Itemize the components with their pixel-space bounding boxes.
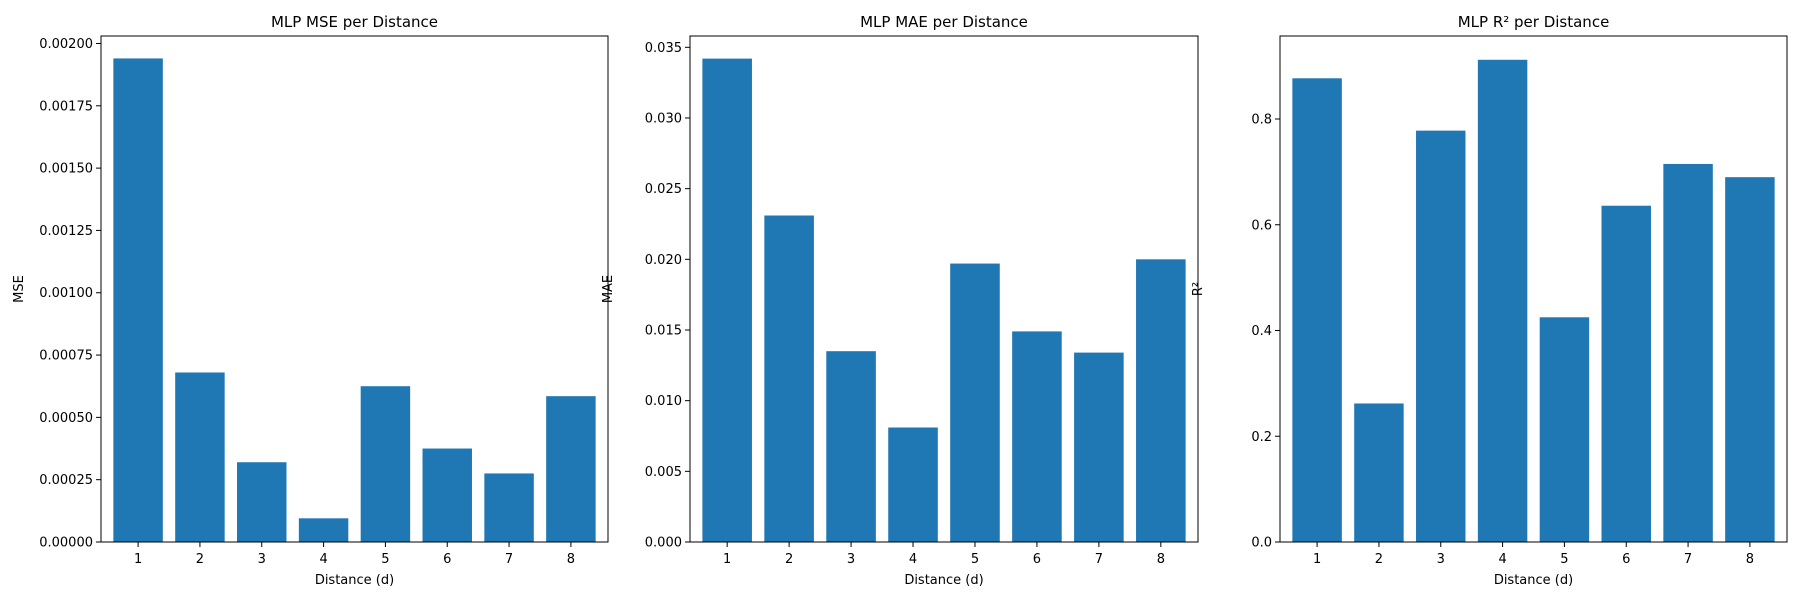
chart-title: MLP R² per Distance [1458,13,1610,31]
y-tick-label: 0.030 [645,111,682,126]
y-tick-label: 0.00025 [39,473,93,488]
x-tick-label: 1 [134,552,142,567]
y-tick-label: 0.000 [645,536,682,551]
y-tick-label: 0.005 [645,465,682,480]
x-tick-label: 6 [1622,552,1630,567]
bar-2 [764,215,814,542]
bar-3 [237,462,287,542]
chart-title: MLP MSE per Distance [271,13,438,31]
y-tick-label: 0.00050 [39,411,93,426]
y-tick-label: 0.00150 [39,162,93,177]
x-tick-label: 2 [785,552,793,567]
bar-2 [175,372,225,542]
x-tick-label: 8 [1746,552,1754,567]
x-tick-label: 5 [1560,552,1568,567]
x-tick-label: 4 [909,552,917,567]
x-tick-label: 1 [723,552,731,567]
bar-5 [950,263,1000,542]
x-tick-label: 2 [196,552,204,567]
chart-panel-3: 1 2 3 4 5 6 7 8 0.0 0.2 0.4 0.6 0.8 MLP R² per Distan… [1191,13,1788,588]
x-tick-label: 1 [1313,552,1321,567]
y-tick-label: 0.00100 [39,286,93,301]
x-tick-label: 2 [1375,552,1383,567]
chart-panel-1: 1 2 3 4 5 6 7 8 0.00000 0.00025 0.00050 0.00075 0.00… [12,13,609,588]
y-tick-label: 0.00200 [39,37,93,52]
y-tick-label: 0.020 [645,253,682,268]
bar-7 [484,473,534,542]
bar-7 [1074,352,1124,542]
bar-8 [1136,259,1186,542]
x-axis-label: Distance (d) [904,573,983,588]
bar-2 [1354,403,1404,542]
x-tick-label: 3 [1437,552,1445,567]
chart-title: MLP MAE per Distance [860,13,1028,31]
x-tick-label: 6 [443,552,451,567]
bar-4 [1477,59,1528,543]
x-tick-label: 4 [319,552,327,567]
x-axis-label: Distance (d) [315,573,394,588]
y-tick-label: 0.00175 [39,99,93,114]
y-tick-label: 0.015 [645,323,682,338]
bar-8 [546,396,596,542]
y-tick-label: 0.035 [645,41,682,56]
bar-1 [1292,78,1342,542]
x-tick-label: 5 [381,552,389,567]
y-tick-label: 0.6 [1251,218,1272,233]
chart-panel-2: 1 2 3 4 5 6 7 8 0.000 0.005 0.010 0.015 0.020 0.025 0.… [601,13,1199,588]
bar-6 [1601,205,1651,543]
y-tick-label: 0.010 [645,394,682,409]
bar-6 [422,448,472,542]
x-tick-label: 4 [1498,552,1506,567]
bar-3 [826,351,876,542]
x-tick-label: 6 [1033,552,1041,567]
bar-1 [702,58,752,542]
x-tick-label: 3 [847,552,855,567]
x-tick-label: 7 [1095,552,1103,567]
axes-frame [1279,35,1788,543]
y-axis-label: R² [1191,282,1206,296]
bar-7 [1663,163,1713,542]
bar-5 [360,386,411,542]
y-axis-label: MSE [12,275,27,303]
y-tick-label: 0.4 [1251,324,1272,339]
bar-8 [1725,177,1775,542]
y-tick-label: 0.00000 [39,536,93,551]
bar-3 [1416,130,1466,542]
x-tick-label: 7 [505,552,513,567]
y-tick-label: 0.00075 [39,349,93,364]
bar-1 [113,58,163,542]
bar-6 [1012,331,1062,542]
axes-frame [100,35,609,543]
x-tick-label: 8 [1157,552,1165,567]
x-axis-label: Distance (d) [1494,573,1573,588]
y-tick-label: 0.025 [645,182,682,197]
x-tick-label: 8 [567,552,575,567]
y-tick-label: 0.2 [1251,430,1272,445]
bar-5 [1539,317,1590,542]
bar-4 [888,427,938,542]
bar-4 [298,518,349,542]
x-tick-label: 3 [258,552,266,567]
y-axis-label: MAE [601,275,616,303]
x-tick-label: 5 [971,552,979,567]
axes-frame [689,35,1199,543]
y-tick-label: 0.0 [1251,536,1272,551]
x-tick-label: 7 [1684,552,1692,567]
y-tick-label: 0.00125 [39,224,93,239]
y-tick-label: 0.8 [1251,113,1272,128]
